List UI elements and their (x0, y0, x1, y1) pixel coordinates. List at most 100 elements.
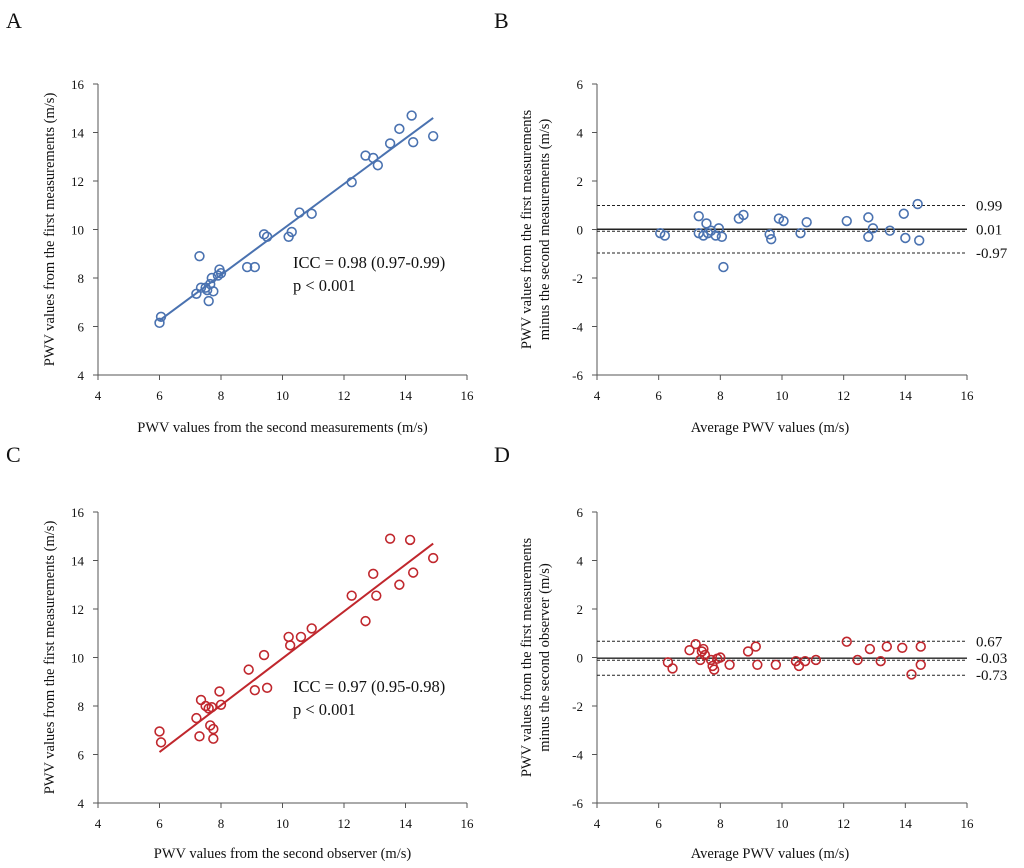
data-point (701, 218, 712, 229)
data-point (215, 699, 227, 710)
data-point (368, 152, 379, 164)
data-point (208, 733, 219, 744)
y-axis-label: minus the second observer (m/s) (537, 563, 553, 752)
data-point (778, 215, 789, 227)
ref-line-label: 0.01 (976, 222, 1002, 238)
data-point (155, 311, 167, 322)
data-point (770, 659, 782, 670)
data-point (667, 663, 678, 674)
x-tick-label: 6 (156, 388, 163, 403)
x-tick-label: 10 (276, 816, 289, 831)
y-axis-label: PWV values from the first measurements (… (42, 93, 58, 367)
x-tick-label: 8 (218, 816, 225, 831)
annotation-text: p < 0.001 (293, 276, 356, 295)
x-tick-label: 4 (95, 816, 102, 831)
ref-line-label: -0.97 (976, 246, 1008, 262)
x-tick-label: 6 (655, 388, 662, 403)
data-point (915, 641, 926, 652)
data-point (407, 567, 419, 578)
x-tick-label: 4 (594, 816, 601, 831)
data-point (742, 646, 754, 657)
data-point (306, 208, 317, 219)
x-tick-label: 12 (837, 388, 850, 403)
data-point (750, 641, 761, 652)
data-point (191, 712, 202, 724)
data-point (693, 210, 704, 222)
data-point (360, 615, 371, 627)
data-point (867, 223, 879, 234)
data-point (864, 643, 876, 655)
x-axis-label: PWV values from the second measurements … (137, 420, 428, 436)
data-point (258, 649, 270, 661)
x-tick-label: 16 (961, 816, 975, 831)
y-tick-label: 4 (78, 796, 85, 811)
data-point (881, 641, 893, 652)
data-point (718, 261, 729, 273)
data-point (690, 638, 701, 650)
data-point (346, 177, 357, 188)
y-tick-label: 6 (78, 748, 85, 763)
y-tick-label: -6 (572, 368, 583, 383)
panel-letter-b: B (494, 8, 509, 33)
data-point (404, 534, 416, 546)
regression-line (158, 542, 434, 753)
y-tick-label: 6 (577, 77, 584, 92)
annotation-text: p < 0.001 (293, 700, 356, 719)
data-point (194, 731, 205, 742)
y-tick-label: 12 (71, 174, 84, 189)
x-tick-label: 8 (717, 816, 724, 831)
y-axis-label: PWV values from the first measurements (… (42, 521, 58, 795)
panel-c: C 4 6 8 10 12 14 16 4 6 8 10 12 14 16 PWV values from t… (6, 442, 474, 862)
data-point (795, 227, 806, 239)
data-point (283, 631, 294, 643)
x-tick-label: 10 (776, 816, 789, 831)
annotation-text: ICC = 0.98 (0.97-0.99) (293, 253, 445, 272)
y-tick-label: -4 (572, 320, 583, 335)
data-point (863, 212, 874, 223)
data-point (799, 655, 811, 667)
data-point (912, 198, 923, 210)
x-tick-label: 16 (461, 816, 475, 831)
data-point (261, 682, 273, 694)
data-point (406, 110, 417, 121)
panel-letter-a: A (6, 8, 22, 33)
y-tick-label: 0 (577, 223, 584, 238)
y-tick-label: 14 (71, 554, 85, 569)
y-tick-label: -2 (572, 699, 583, 714)
data-point (715, 652, 726, 663)
y-tick-label: 4 (577, 126, 584, 141)
y-tick-label: 14 (71, 126, 85, 141)
data-point (662, 657, 674, 668)
annotation-text: ICC = 0.97 (0.95-0.98) (293, 677, 445, 696)
data-point (241, 261, 253, 273)
data-point (427, 130, 439, 142)
x-tick-label: 16 (961, 388, 975, 403)
data-point (659, 230, 671, 241)
data-point (698, 643, 709, 655)
y-tick-label: -2 (572, 271, 583, 286)
data-point (394, 579, 405, 590)
x-tick-label: 8 (717, 388, 724, 403)
y-tick-label: 8 (78, 699, 85, 714)
x-tick-label: 4 (95, 388, 102, 403)
x-axis-label: PWV values from the second observer (m/s… (154, 846, 412, 862)
data-point (914, 235, 925, 246)
y-tick-label: 10 (71, 223, 84, 238)
data-point (208, 286, 219, 297)
data-point (194, 250, 205, 262)
data-point (801, 217, 812, 228)
x-tick-label: 12 (338, 388, 351, 403)
x-tick-label: 4 (594, 388, 601, 403)
y-tick-label: 8 (78, 271, 85, 286)
data-point (295, 631, 307, 643)
y-tick-label: 16 (71, 505, 85, 520)
y-tick-label: 0 (577, 651, 584, 666)
y-axis-label: PWV values from the first measurements (519, 109, 535, 349)
data-point (306, 623, 317, 634)
x-tick-label: 12 (338, 816, 351, 831)
data-point (215, 267, 227, 279)
data-point (875, 655, 886, 667)
data-point (897, 642, 908, 653)
panel-letter-c: C (6, 442, 21, 467)
y-tick-label: -4 (572, 748, 583, 763)
